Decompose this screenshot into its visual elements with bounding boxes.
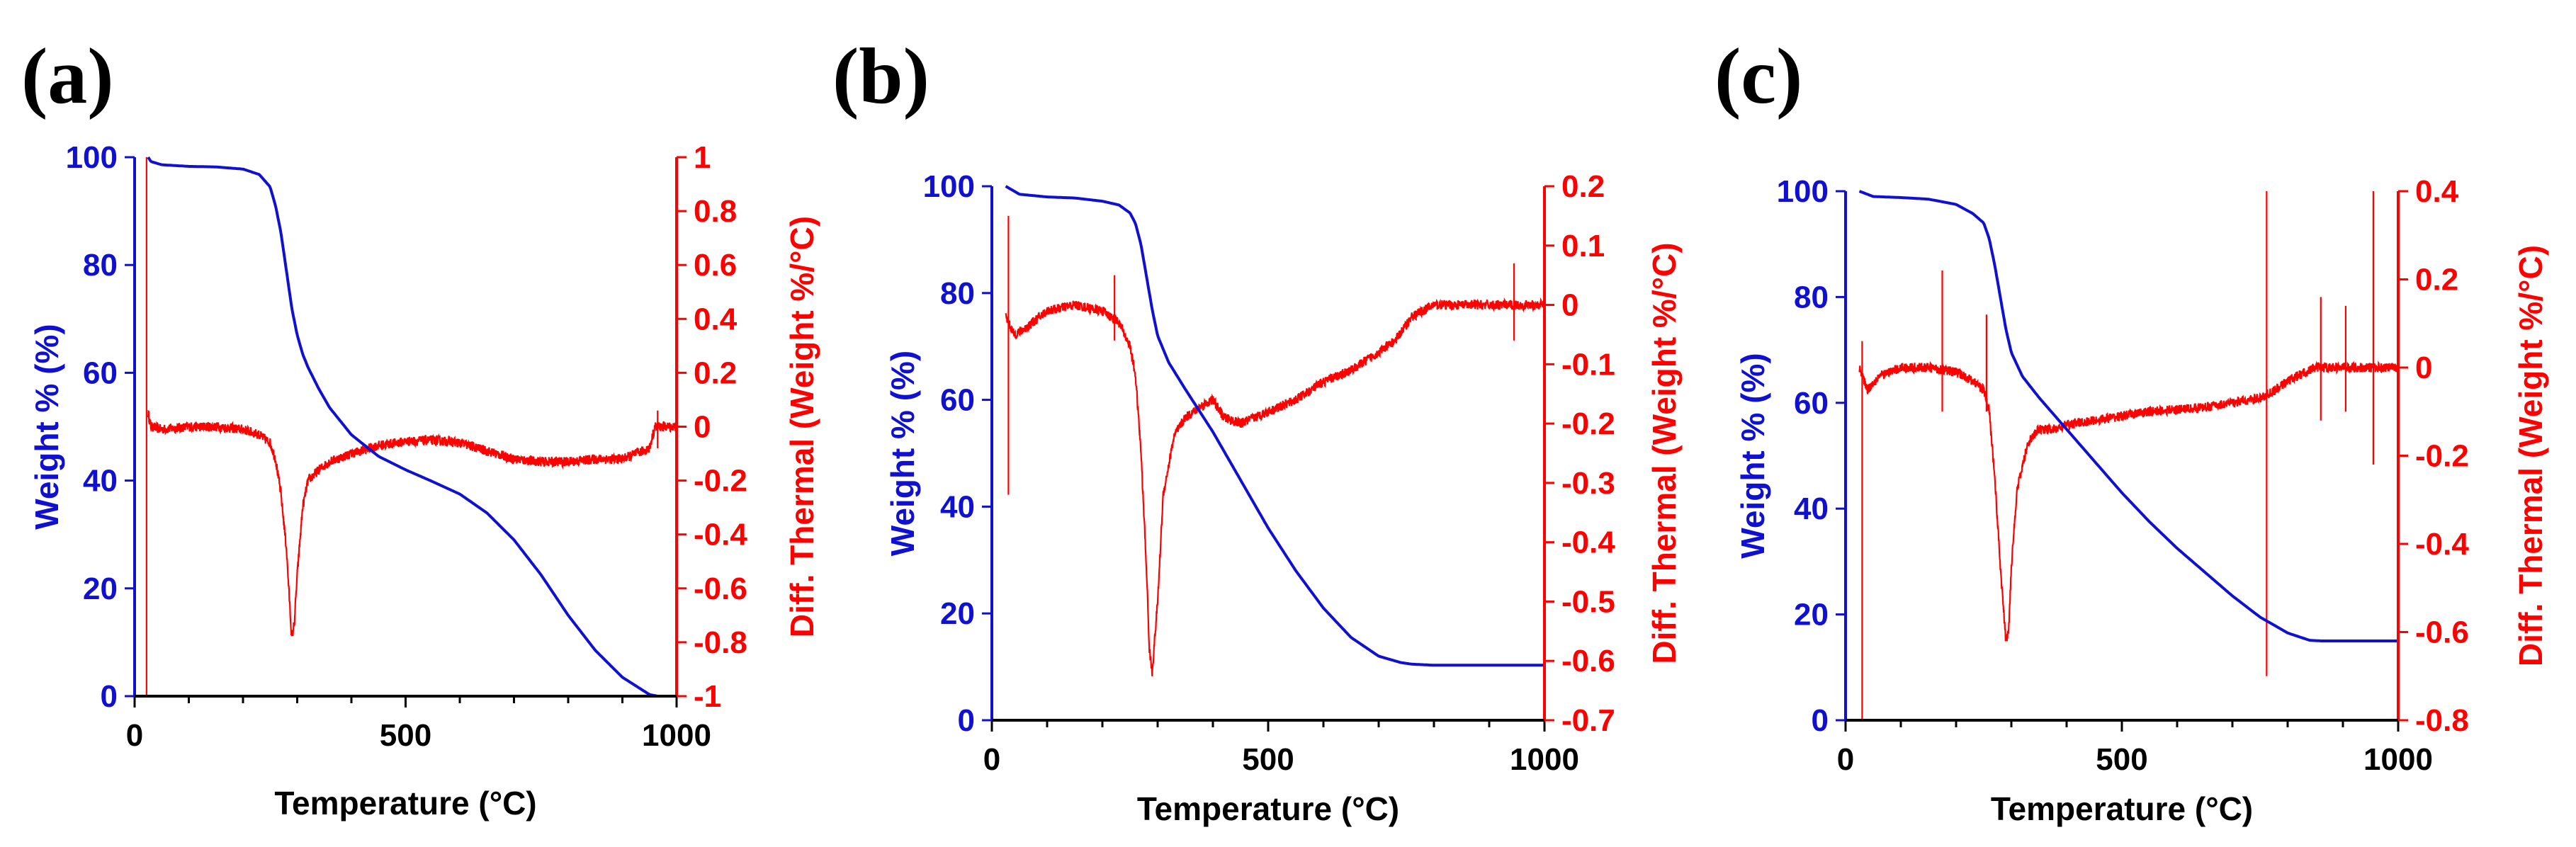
y-right-tick-label: 0.8 [694, 194, 737, 229]
y-right-tick-label: -0.1 [1561, 347, 1615, 382]
y-right-tick-label: 1 [694, 140, 711, 175]
y-right-tick-label: 0 [1561, 288, 1578, 323]
y-left-tick-label: 100 [66, 140, 118, 175]
y-left-tick-label: 60 [83, 356, 118, 390]
chart-panel-b: (b) 0 500 1000 0 20 40 60 80 100 0.2 0.1 0 -0.1 -0.2 -0… [832, 33, 1683, 827]
y-right-tick-label: -0.4 [1561, 525, 1615, 560]
y-left-tick-label: 40 [940, 489, 975, 524]
panel-label: (b) [832, 33, 930, 120]
y-left-tick-label: 20 [940, 596, 975, 631]
x-tick-label: 500 [380, 718, 431, 753]
y-left-tick-label: 40 [83, 464, 118, 499]
y-right-tick-label: -0.2 [694, 464, 747, 499]
y-right-tick-label: 0.1 [1561, 229, 1605, 263]
y-right-tick-label: -0.6 [1561, 644, 1615, 678]
y-right-tick-label: -0.5 [1561, 584, 1615, 619]
y-right-tick-label: -0.4 [2415, 527, 2469, 562]
y-right-tick-label: 0 [2415, 351, 2432, 385]
chart-panel-c: (c) 0 500 1000 0 20 40 60 80 100 0.4 0.2 0 -0.2 -0.4 -0… [1714, 33, 2549, 827]
y-right-tick-label: -0.6 [2415, 615, 2469, 650]
y-left-tick-label: 80 [1794, 280, 1829, 314]
y-left-tick-label: 0 [958, 703, 975, 738]
y-right-tick-label: -0.3 [1561, 466, 1615, 501]
y-right-tick-label: -0.8 [694, 625, 747, 660]
y-right-title: Diff. Thermal (Weight %/°C) [1646, 242, 1683, 664]
y-right-tick-label: -0.2 [2415, 439, 2469, 474]
y-left-tick-label: 0 [101, 679, 118, 714]
y-right-tick-label: 0.4 [694, 302, 738, 336]
y-right-tick-label: 0.2 [694, 356, 737, 390]
y-left-tick-label: 60 [940, 383, 975, 418]
dtg-curve [1858, 360, 2400, 642]
weight-curve [1005, 185, 1544, 667]
y-left-tick-label: 80 [940, 276, 975, 311]
x-tick-label: 1000 [1510, 742, 1579, 777]
y-right-title: Diff. Thermal (Weight %/°C) [784, 216, 820, 637]
chart-panel-a: (a) 0 500 1000 0 20 40 60 80 100 1 0.8 0.6 0.4 0.2 0 -0.… [21, 33, 820, 822]
y-right-tick-label: 0.4 [2415, 174, 2459, 209]
x-axis-title: Temperature (°C) [1991, 790, 2253, 827]
y-left-tick-label: 40 [1794, 491, 1829, 526]
panel-label: (c) [1714, 33, 1802, 120]
weight-curve [147, 156, 658, 698]
y-left-tick-label: 60 [1794, 386, 1829, 421]
y-right-tick-label: -1 [694, 679, 721, 714]
y-right-tick-label: -0.6 [694, 572, 747, 606]
y-left-tick-label: 20 [1794, 598, 1829, 632]
y-right-tick-label: 0.6 [694, 248, 737, 283]
x-axis-title: Temperature (°C) [274, 785, 536, 822]
dtg-curve [1005, 297, 1546, 676]
x-tick-label: 1000 [2363, 742, 2433, 777]
x-tick-label: 500 [2096, 742, 2147, 777]
panel-label: (a) [21, 33, 114, 120]
x-tick-label: 0 [126, 718, 143, 753]
y-left-tick-label: 100 [923, 169, 975, 204]
x-tick-label: 0 [1837, 742, 1854, 777]
weight-curve [1858, 190, 2398, 642]
y-right-title: Diff. Thermal (Weight %/°C) [2512, 245, 2549, 666]
y-right-tick-label: 0 [694, 410, 711, 445]
dtg-curve [147, 409, 678, 637]
y-right-tick-label: -0.7 [1561, 703, 1615, 738]
y-right-tick-label: 0.2 [2415, 263, 2458, 297]
y-left-title: Weight % (%) [884, 351, 921, 556]
y-right-tick-label: -0.4 [694, 518, 747, 552]
y-left-tick-label: 20 [83, 572, 118, 606]
y-left-tick-label: 100 [1777, 174, 1829, 209]
y-right-tick-label: -0.2 [1561, 407, 1615, 441]
x-axis-title: Temperature (°C) [1137, 790, 1399, 827]
x-tick-label: 0 [983, 742, 1000, 777]
x-tick-label: 500 [1242, 742, 1294, 777]
y-left-tick-label: 0 [1812, 703, 1829, 738]
x-tick-label: 1000 [642, 718, 711, 753]
y-right-tick-label: 0.2 [1561, 169, 1605, 204]
y-left-tick-label: 80 [83, 248, 118, 283]
y-right-tick-label: -0.8 [2415, 703, 2469, 738]
y-left-title: Weight % (%) [28, 324, 65, 529]
y-left-title: Weight % (%) [1734, 353, 1771, 558]
